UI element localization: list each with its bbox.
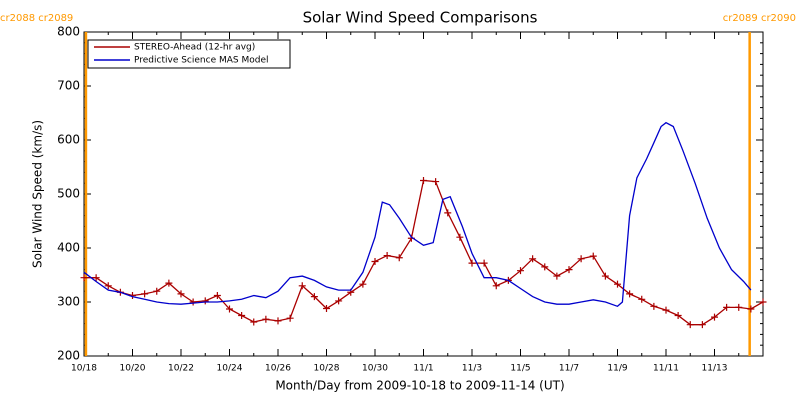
point-marker [723, 303, 731, 311]
point-marker [165, 279, 173, 287]
x-tick-label: 10/26 [265, 364, 291, 374]
series-line [83, 121, 752, 308]
y-axis-label: Solar Wind Speed (km/s) [31, 120, 45, 268]
point-marker [432, 178, 440, 186]
point-marker [577, 255, 585, 263]
point-marker [480, 259, 488, 267]
y-tick-label: 800 [57, 25, 80, 39]
point-marker [492, 282, 500, 290]
point-marker [226, 305, 233, 313]
point-marker [626, 290, 634, 298]
x-tick-label: 10/18 [71, 364, 97, 374]
y-tick-label: 200 [57, 349, 80, 363]
x-tick-label: 11/13 [702, 364, 728, 374]
legend-box [87, 39, 291, 69]
x-tick-label: 11/5 [510, 364, 530, 374]
point-marker [383, 252, 391, 260]
point-marker [711, 313, 718, 321]
y-tick-label: 500 [57, 187, 80, 201]
y-tick-label: 700 [57, 79, 80, 93]
x-tick-label: 10/24 [217, 364, 243, 374]
y-tick-label: 400 [57, 241, 80, 255]
x-tick-label: 11/11 [653, 364, 679, 374]
point-marker [517, 267, 524, 275]
point-marker [420, 177, 427, 184]
point-marker [80, 274, 88, 282]
point-marker [310, 293, 318, 301]
point-marker [541, 263, 549, 271]
point-marker [177, 290, 185, 298]
legend-label: Predictive Science MAS Model [134, 56, 269, 66]
point-marker [747, 305, 755, 313]
x-tick-label: 11/9 [607, 364, 627, 374]
point-marker [601, 272, 609, 280]
point-marker [735, 303, 743, 311]
point-marker [529, 255, 537, 263]
x-tick-label: 11/7 [559, 364, 579, 374]
point-marker [589, 252, 597, 260]
point-marker [614, 280, 621, 288]
x-tick-label: 11/3 [462, 364, 482, 374]
point-marker [335, 297, 343, 305]
point-marker [201, 297, 209, 305]
y-tick-label: 600 [57, 133, 80, 147]
point-marker [274, 317, 282, 325]
point-marker [674, 312, 682, 319]
point-marker [650, 302, 658, 310]
point-marker [698, 321, 706, 329]
point-marker [456, 233, 464, 241]
point-marker [238, 312, 246, 319]
x-tick-label: 11/1 [413, 364, 433, 374]
point-marker [638, 295, 646, 303]
point-marker [759, 298, 767, 306]
point-marker [286, 314, 294, 322]
point-marker [141, 290, 149, 298]
carrington-label: cr2088 cr2089 [0, 13, 73, 24]
x-tick-label: 10/30 [362, 364, 388, 374]
point-marker [662, 306, 670, 314]
point-marker [444, 209, 452, 217]
point-marker [298, 282, 306, 290]
x-axis-label: Month/Day from 2009-10-18 to 2009-11-14 … [275, 379, 564, 393]
point-marker [323, 304, 330, 312]
point-marker [153, 287, 161, 295]
point-marker [92, 274, 100, 282]
point-marker [468, 259, 476, 267]
point-marker [189, 298, 197, 306]
point-marker [359, 280, 367, 288]
point-marker [395, 254, 403, 262]
point-marker [213, 292, 221, 300]
y-tick-label: 300 [57, 295, 80, 309]
point-marker [565, 266, 573, 274]
x-tick-label: 10/20 [120, 364, 146, 374]
point-marker [371, 258, 379, 265]
point-marker [104, 282, 112, 290]
point-marker [553, 272, 561, 280]
legend-label: STEREO-Ahead (12-hr avg) [134, 43, 255, 53]
carrington-label: cr2089 cr2090 [723, 13, 796, 24]
point-marker [686, 321, 694, 329]
point-marker [250, 318, 258, 326]
chart-title: Solar Wind Speed Comparisons [303, 9, 538, 27]
x-tick-label: 10/22 [168, 364, 194, 374]
x-tick-label: 10/28 [314, 364, 340, 374]
point-marker [262, 315, 270, 323]
